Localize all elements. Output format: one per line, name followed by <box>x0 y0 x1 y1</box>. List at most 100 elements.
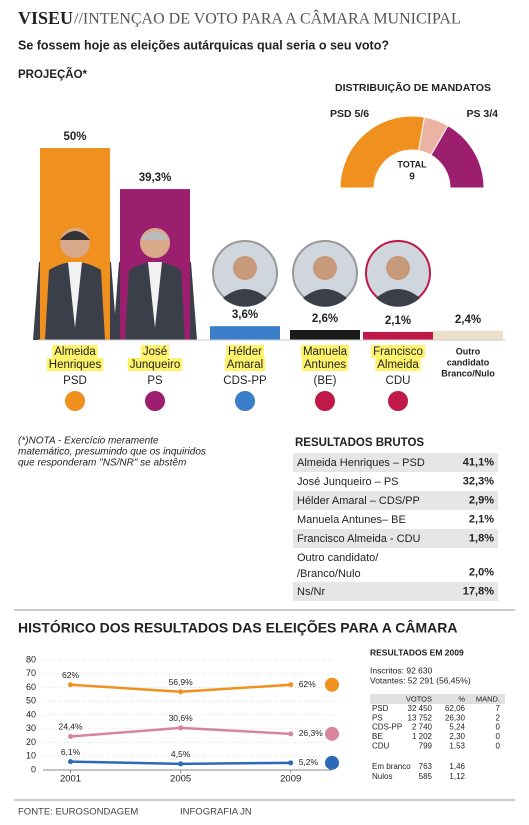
donut-label: PS 3/4 <box>466 108 498 120</box>
y-tick-label: 0 <box>31 764 36 774</box>
value-label: 2,6% <box>312 313 338 325</box>
table-cell: CDS-PP <box>372 723 402 732</box>
table-cell: CDU <box>372 741 390 750</box>
party-icon <box>233 389 257 413</box>
candidate-name: Branco/Nulo <box>441 368 495 378</box>
portrait <box>68 262 82 328</box>
portrait <box>60 231 90 240</box>
candidate-name: Almeida <box>377 359 419 371</box>
table-cell: 1,53 <box>449 741 465 750</box>
table-header: % <box>458 694 465 703</box>
table-cell: Hélder Amaral – CDS/PP <box>297 495 420 507</box>
name-highlight <box>224 358 266 371</box>
donut-label: PSD 5/6 <box>330 108 369 120</box>
bar <box>363 331 433 340</box>
value-label: 2,1% <box>385 315 411 327</box>
candidate-name: Henriques <box>49 359 102 371</box>
table-cell: PSD <box>372 704 389 713</box>
table-value: 1,8% <box>469 532 494 544</box>
party-icon <box>325 677 339 692</box>
party-icon <box>325 726 339 741</box>
name-highlight <box>301 358 349 371</box>
note: matemático, presumindo que os inquiridos <box>18 447 206 458</box>
value-label: 39,3% <box>139 172 172 184</box>
table-cell: Ns/Nr <box>297 586 325 598</box>
party-icon <box>325 755 339 770</box>
x-tick-label: 2001 <box>60 774 81 785</box>
table-cell: 13 752 <box>408 713 433 722</box>
candidate-name: Hélder <box>228 346 262 358</box>
portrait <box>386 256 410 280</box>
line-point <box>178 761 184 767</box>
table-cell: 0 <box>496 741 501 750</box>
table-note: Votantes: 52 291 (56,45%) <box>370 675 471 685</box>
donut-center: TOTAL <box>397 159 427 169</box>
table-value: 17,8% <box>463 585 494 597</box>
portrait <box>148 262 162 328</box>
table-row <box>293 472 498 491</box>
y-tick-label: 70 <box>26 668 36 678</box>
line-point <box>68 682 74 688</box>
table-cell: 2 <box>496 713 501 722</box>
line-point <box>288 731 294 737</box>
name-highlight <box>52 345 98 358</box>
table-cell: 0 <box>496 732 501 741</box>
donut-total: 9 <box>409 172 415 183</box>
value-label: 50% <box>63 131 86 143</box>
point-label: 56,9% <box>169 677 194 687</box>
table-value: 2,0% <box>469 566 494 578</box>
table-cell: 2,30 <box>449 732 465 741</box>
y-tick-label: 20 <box>26 737 36 747</box>
party-label: CDS-PP <box>223 375 267 387</box>
y-tick-label: 30 <box>26 723 36 733</box>
y-tick-label: 50 <box>26 696 36 706</box>
table-cell: /Branco/Nulo <box>297 568 361 580</box>
party-icon <box>143 389 167 413</box>
candidate-name: Francisco <box>373 346 423 358</box>
bar <box>290 330 360 340</box>
candidate-name: Amaral <box>227 359 263 371</box>
portrait <box>376 289 420 307</box>
name-highlight <box>140 345 170 358</box>
party-label: (BE) <box>314 375 337 387</box>
x-tick-label: 2009 <box>280 774 301 785</box>
candidate-name: candidato <box>447 357 490 367</box>
table-header: MAND. <box>476 694 500 703</box>
note: (*)NOTA - Exercício meramente <box>18 436 159 447</box>
candidate-name: Junqueiro <box>130 359 181 371</box>
candidate-name: Manuela <box>303 346 348 358</box>
table-cell: 7 <box>496 704 501 713</box>
table-value: 32,3% <box>463 475 494 487</box>
value-label: 2,4% <box>455 314 481 326</box>
table-title: RESULTADOS BRUTOS <box>295 437 424 449</box>
point-label: 30,6% <box>169 713 194 723</box>
y-tick-label: 40 <box>26 709 36 719</box>
table-row <box>293 548 498 582</box>
line-point <box>288 682 294 688</box>
y-tick-label: 60 <box>26 682 36 692</box>
table-cell: Outro candidato/ <box>297 552 379 564</box>
table-value: 2,9% <box>469 494 494 506</box>
candidate-name: Antunes <box>304 359 346 371</box>
portrait <box>233 256 257 280</box>
table-value: 41,1% <box>463 456 494 468</box>
header-title: VISEU <box>18 8 73 28</box>
name-highlight <box>300 345 350 358</box>
table-cell: 799 <box>419 741 433 750</box>
table-cell: José Junqueiro – PS <box>297 476 399 488</box>
y-tick-label: 80 <box>26 654 36 664</box>
table-cell: 5,24 <box>449 723 465 732</box>
party-icon <box>386 389 410 413</box>
table-cell: 32 450 <box>408 704 433 713</box>
bar-title: PROJEÇÃO* <box>18 68 88 81</box>
portrait <box>140 231 170 240</box>
party-icon <box>313 389 337 413</box>
footer-source: FONTE: EUROSONDAGEM <box>18 807 138 818</box>
table-row <box>293 453 498 472</box>
table-cell: 585 <box>419 772 433 781</box>
donut-title: DISTRIBUIÇÃO DE MANDATOS <box>335 81 491 94</box>
table-cell: Manuela Antunes– BE <box>297 514 406 526</box>
bar <box>210 326 280 340</box>
line-point <box>178 689 184 695</box>
